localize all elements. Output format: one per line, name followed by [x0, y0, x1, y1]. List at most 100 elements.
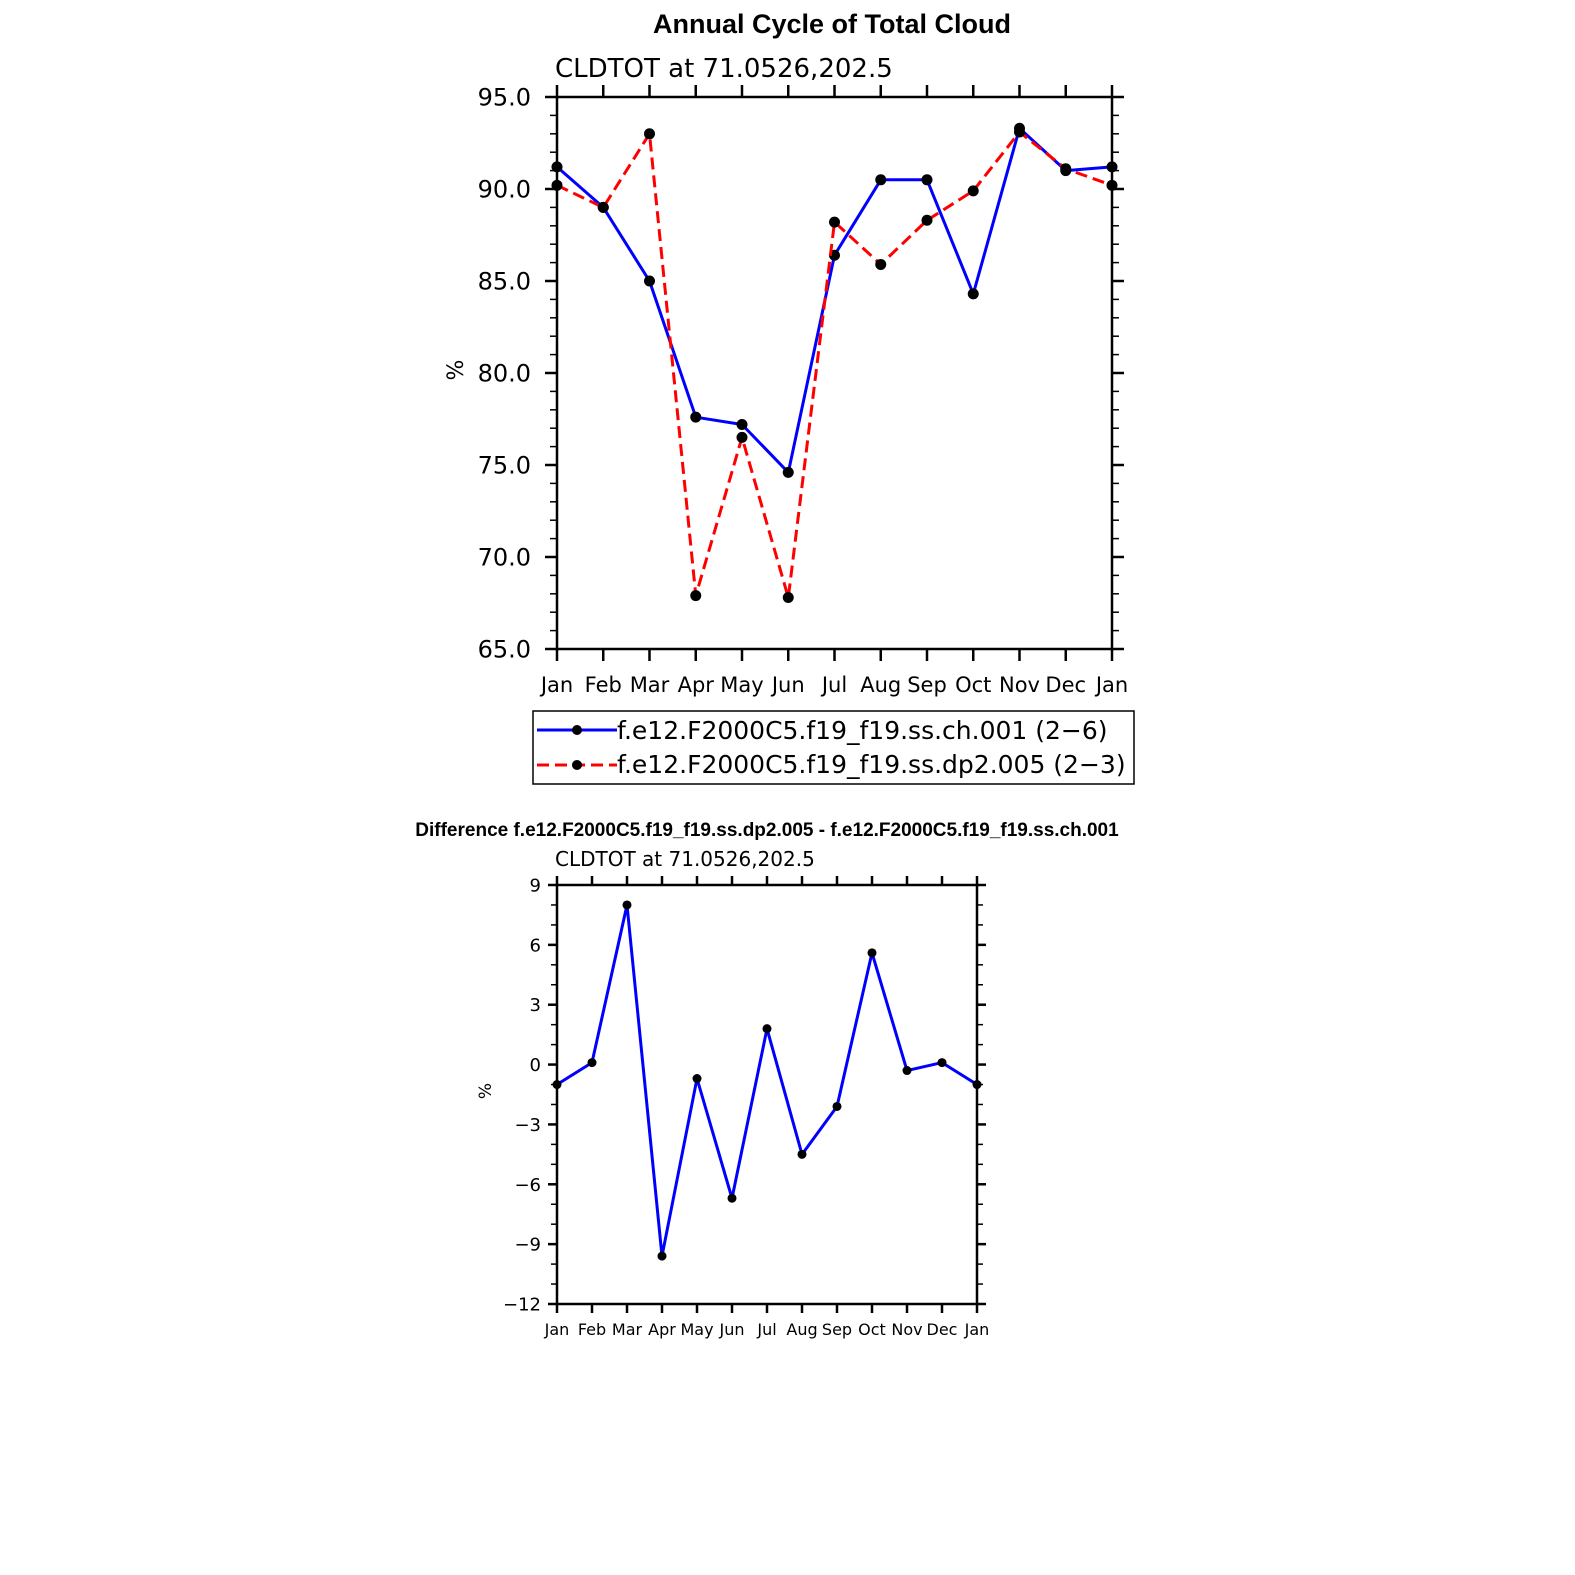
plot-frame: [555, 883, 979, 1306]
y-tick-label: 75.0: [478, 452, 531, 480]
x-tick-label: Dec: [1045, 673, 1086, 697]
x-tick-label: Mar: [612, 1320, 643, 1339]
x-tick-label: Aug: [786, 1320, 817, 1339]
x-tick-label: Apr: [648, 1320, 676, 1339]
difference-subtitle: CLDTOT at 71.0526,202.5: [555, 847, 815, 871]
data-point-series-2: [875, 258, 887, 270]
data-point-series-2: [1014, 126, 1025, 138]
legend-box: [532, 710, 1135, 785]
difference-axes: −12 −9 −6 −3 0 3 6 9 Jan Feb Mar Apr May Jun Jul Aug Sep…: [503, 875, 989, 1339]
x-tick-label: Nov: [891, 1320, 922, 1339]
x-tick-label: Jul: [756, 1320, 776, 1339]
data-point-series-2: [967, 185, 979, 197]
y-tick-label: 9: [530, 875, 541, 896]
data-point-series-1: [727, 1193, 737, 1203]
data-point-series-1: [692, 1074, 702, 1084]
x-tick-label: Jun: [719, 1320, 745, 1339]
y-tick-label: 3: [530, 995, 541, 1016]
x-tick-label: Aug: [860, 673, 901, 697]
data-point-series-1: [797, 1149, 807, 1159]
y-tick-label: −9: [514, 1235, 541, 1256]
difference-series-layer: [552, 900, 982, 1261]
data-point-series-1: [972, 1080, 982, 1090]
x-tick-label: Jan: [1094, 673, 1128, 697]
data-point-series-2: [736, 431, 748, 443]
plot-frame: [555, 95, 1114, 651]
y-tick-label: 85.0: [478, 268, 531, 296]
legend-marker-series-2: [572, 760, 582, 770]
data-point-series-1: [967, 288, 979, 300]
data-point-series-2: [1106, 179, 1118, 191]
x-tick-label: Apr: [678, 673, 715, 697]
y-tick-label: 65.0: [478, 636, 531, 664]
data-point-series-1: [921, 174, 933, 186]
y-tick-label: 0: [530, 1055, 541, 1076]
y-tick-label: 90.0: [478, 176, 531, 204]
data-point-series-1: [875, 174, 887, 186]
x-tick-label: Jun: [770, 673, 805, 697]
x-tick-label: May: [680, 1320, 713, 1339]
legend-marker-series-1: [572, 725, 582, 735]
data-point-series-2: [690, 590, 702, 602]
data-point-series-1: [622, 900, 632, 910]
legend-label-series-1: f.e12.F2000C5.f19_f19.ss.ch.001 (2−6): [617, 716, 1108, 745]
x-tick-label: Jan: [544, 1320, 570, 1339]
annual-cycle-panel: Annual Cycle of Total Cloud CLDTOT at 71…: [444, 9, 1135, 785]
data-point-series-2: [829, 216, 840, 228]
y-tick-label: 70.0: [478, 544, 531, 572]
series-line-2: [556, 130, 1113, 599]
x-tick-label: Jul: [820, 673, 847, 697]
series-line-1: [556, 126, 1113, 474]
difference-panel: Difference f.e12.F2000C5.f19_f19.ss.dp2.…: [415, 820, 1119, 1339]
data-point-series-1: [937, 1058, 947, 1068]
x-tick-label: Mar: [630, 673, 670, 697]
difference-y-axis-label: %: [476, 1083, 496, 1099]
data-point-series-2: [782, 591, 794, 603]
x-tick-label: Jan: [539, 673, 573, 697]
data-point-series-2: [597, 201, 609, 213]
data-point-series-1: [867, 948, 877, 958]
data-point-series-1: [644, 275, 655, 287]
series-line-1: [556, 903, 978, 1258]
data-point-series-1: [782, 466, 794, 478]
x-tick-label: Oct: [955, 673, 991, 697]
data-point-series-2: [1060, 163, 1072, 175]
top-series-layer: [551, 122, 1118, 603]
x-tick-label: Sep: [907, 673, 947, 697]
y-tick-label: 95.0: [478, 84, 531, 112]
x-tick-label: May: [720, 673, 763, 697]
chart-subtitle: CLDTOT at 71.0526,202.5: [555, 54, 893, 84]
data-point-series-1: [762, 1024, 772, 1034]
data-point-series-2: [921, 214, 933, 226]
legend-label-series-2: f.e12.F2000C5.f19_f19.ss.dp2.005 (2−3): [617, 750, 1126, 779]
x-tick-label: Dec: [927, 1320, 958, 1339]
data-point-series-1: [552, 1080, 562, 1090]
data-point-series-1: [736, 419, 748, 431]
x-tick-label: Jan: [964, 1320, 990, 1339]
x-tick-label: Feb: [585, 673, 622, 697]
legend-entry-series-1: f.e12.F2000C5.f19_f19.ss.ch.001 (2−6): [537, 716, 1108, 745]
difference-title: Difference f.e12.F2000C5.f19_f19.ss.dp2.…: [415, 820, 1119, 841]
data-point-series-2: [644, 128, 655, 140]
y-tick-label: −3: [514, 1115, 541, 1136]
data-point-series-2: [551, 179, 563, 191]
y-axis-label: %: [444, 360, 469, 381]
top-axes: 65.0 70.0 75.0 80.0 85.0 90.0 95.0 Jan Feb Mar Apr…: [478, 84, 1129, 697]
legend: f.e12.F2000C5.f19_f19.ss.ch.001 (2−6) f.…: [532, 710, 1135, 785]
x-tick-label: Sep: [822, 1320, 852, 1339]
data-point-series-1: [902, 1066, 912, 1076]
y-tick-label: −12: [503, 1294, 541, 1315]
y-tick-label: −6: [514, 1175, 541, 1196]
data-point-series-1: [551, 161, 563, 173]
chart-title: Annual Cycle of Total Cloud: [653, 9, 1011, 39]
data-point-series-1: [657, 1251, 667, 1261]
data-point-series-1: [832, 1101, 842, 1111]
x-tick-label: Feb: [578, 1320, 606, 1339]
data-point-series-1: [1106, 161, 1118, 173]
data-point-series-1: [587, 1058, 597, 1068]
x-tick-label: Nov: [999, 673, 1040, 697]
legend-entry-series-2: f.e12.F2000C5.f19_f19.ss.dp2.005 (2−3): [537, 750, 1126, 779]
y-tick-label: 80.0: [478, 360, 531, 388]
x-tick-label: Oct: [858, 1320, 886, 1339]
